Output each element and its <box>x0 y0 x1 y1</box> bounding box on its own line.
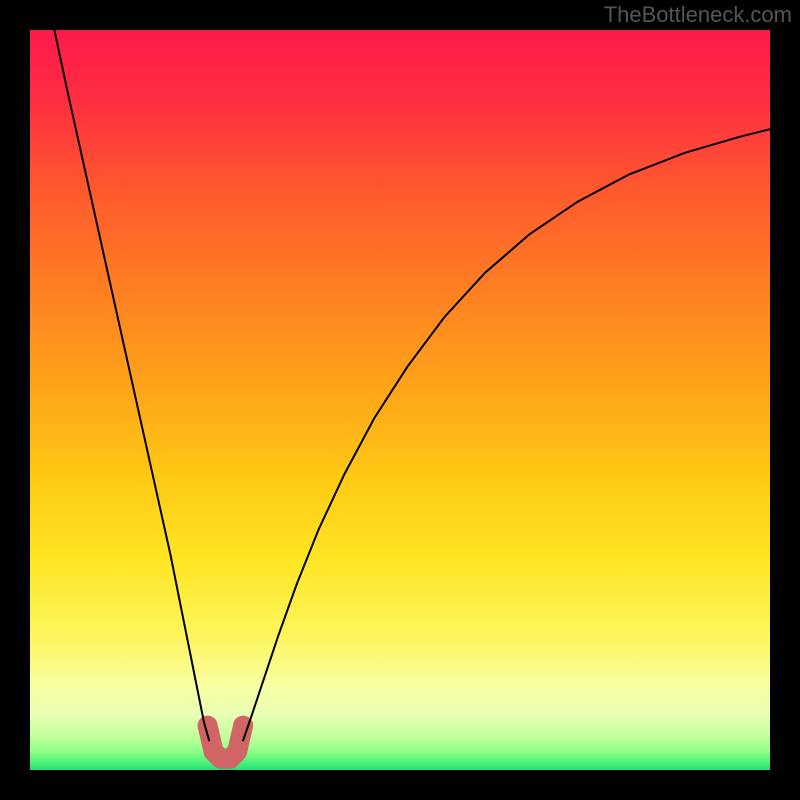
watermark-text: TheBottleneck.com <box>604 2 792 28</box>
bottleneck-curve-chart <box>30 30 770 770</box>
chart-frame: TheBottleneck.com <box>0 0 800 800</box>
plot-area <box>30 30 770 770</box>
gradient-background <box>30 30 770 770</box>
